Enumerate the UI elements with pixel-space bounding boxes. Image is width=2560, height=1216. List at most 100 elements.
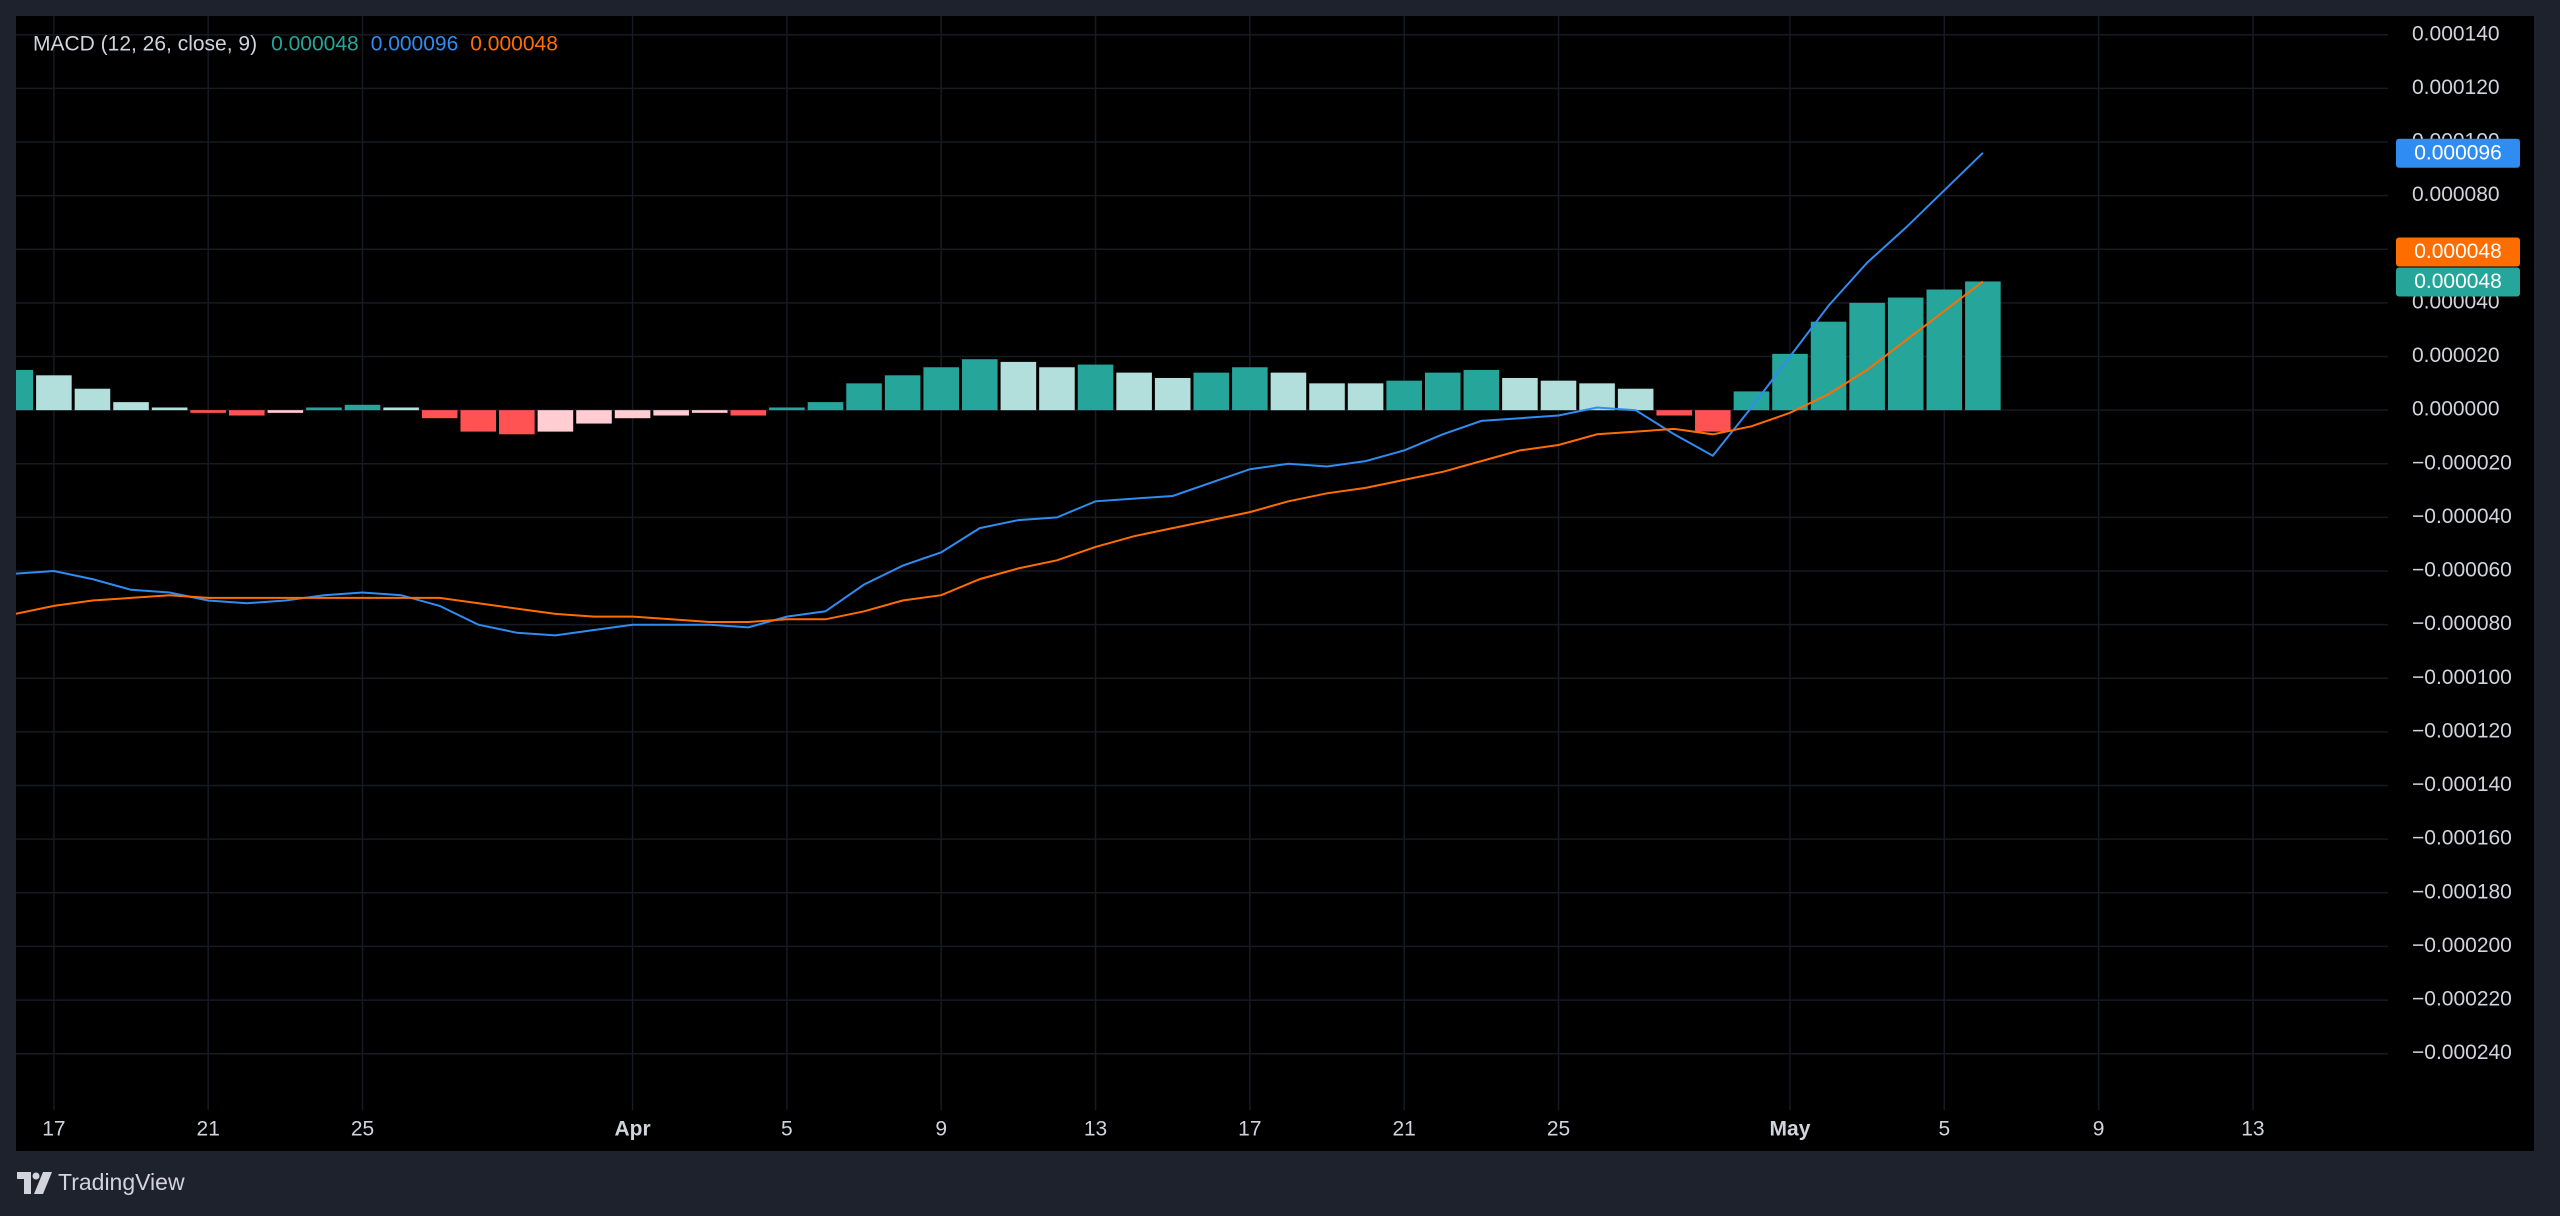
histogram-bar xyxy=(691,410,728,413)
price-tag xyxy=(2396,237,2520,267)
price-tag-label: 0.000048 xyxy=(2414,270,2502,293)
histogram-bar xyxy=(1926,289,1963,411)
x-tick-label: 21 xyxy=(197,1118,220,1141)
histogram-bar xyxy=(1077,364,1114,411)
y-tick-label: 0.000000 xyxy=(2412,398,2500,421)
x-tick-label: 25 xyxy=(1547,1118,1570,1141)
x-tick-label: 9 xyxy=(2093,1118,2105,1141)
histogram-bar xyxy=(614,410,651,419)
histogram-bar xyxy=(16,369,34,411)
histogram-bar xyxy=(499,410,535,435)
y-tick-label: 0.000080 xyxy=(2412,183,2500,206)
y-tick-label: −0.000160 xyxy=(2412,827,2512,850)
brand-name: TradingView xyxy=(58,1169,185,1195)
line-series xyxy=(16,280,1984,623)
histogram-bar xyxy=(1116,372,1152,411)
histogram-bar xyxy=(267,410,304,413)
histogram-bar xyxy=(1193,372,1230,411)
line-series xyxy=(16,152,1984,637)
x-tick-label: 21 xyxy=(1393,1118,1416,1141)
histogram-bar xyxy=(36,375,72,411)
histogram-bar xyxy=(1887,297,1924,411)
histogram-bar xyxy=(1810,321,1847,411)
price-tag-label: 0.000048 xyxy=(2414,240,2502,263)
histogram-bar xyxy=(1695,410,1731,432)
x-tick-label: 5 xyxy=(1938,1118,1950,1141)
legend: MACD (12, 26, close, 9) 0.000048 0.000096… xyxy=(33,33,558,56)
price-tag xyxy=(2396,267,2520,297)
histogram-bar xyxy=(74,388,111,411)
y-tick-label: −0.000100 xyxy=(2412,666,2512,689)
legend-value: 0.000096 xyxy=(371,33,459,56)
price-tags: 0.000096 0.000048 0.000048 xyxy=(2396,138,2520,297)
histogram-bar xyxy=(1039,367,1075,411)
histogram-bar xyxy=(1270,372,1307,411)
price-tag-label: 0.000096 xyxy=(2414,141,2502,164)
histogram-bar xyxy=(1617,388,1654,411)
histogram-bar xyxy=(807,402,844,411)
histogram-bar xyxy=(1656,410,1693,416)
histogram-bar xyxy=(1540,380,1577,411)
histogram-bar xyxy=(769,407,805,411)
histogram-bar xyxy=(460,410,497,432)
histogram-bar xyxy=(151,407,188,411)
y-tick-label: −0.000180 xyxy=(2412,880,2512,903)
histogram-bar xyxy=(421,410,458,419)
histogram-bar xyxy=(306,407,342,411)
histogram-bar xyxy=(1849,302,1885,411)
price-tag xyxy=(2396,138,2520,168)
histogram-bar xyxy=(730,410,767,416)
y-tick-label: −0.000080 xyxy=(2412,612,2512,635)
histogram-bar xyxy=(344,404,381,411)
x-tick-label: 5 xyxy=(781,1118,793,1141)
x-tick-label: 25 xyxy=(351,1118,374,1141)
y-tick-label: −0.000120 xyxy=(2412,719,2512,742)
x-tick-label: 9 xyxy=(935,1118,947,1141)
y-tick-label: −0.000040 xyxy=(2412,505,2512,528)
histogram-bar xyxy=(1424,372,1461,411)
x-tick-label: May xyxy=(1770,1118,1811,1141)
y-tick-label: 0.000020 xyxy=(2412,344,2500,367)
y-tick-label: −0.000200 xyxy=(2412,934,2512,957)
x-tick-label: 13 xyxy=(1084,1118,1107,1141)
grid xyxy=(16,16,2388,1110)
histogram-bar xyxy=(1386,380,1422,411)
x-tick-label: 13 xyxy=(2241,1118,2264,1141)
histogram-bar xyxy=(1154,377,1191,411)
histogram-bar xyxy=(1502,377,1538,411)
brand-logo xyxy=(17,1172,52,1194)
x-tick-label: 17 xyxy=(42,1118,65,1141)
histogram-bar xyxy=(1463,369,1500,411)
y-tick-label: −0.000220 xyxy=(2412,988,2512,1011)
histogram-bar xyxy=(537,410,574,432)
histogram-bar xyxy=(1579,383,1615,411)
legend-value: 0.000048 xyxy=(470,33,558,56)
chart-pane xyxy=(16,16,2534,1151)
histogram-bar xyxy=(383,407,419,411)
histogram-bar xyxy=(113,402,149,411)
legend-title: MACD (12, 26, close, 9) xyxy=(33,33,257,56)
x-tick-label: 17 xyxy=(1238,1118,1261,1141)
histogram-bar xyxy=(1000,361,1037,411)
histogram-bar xyxy=(1772,353,1808,411)
y-tick-label: −0.000240 xyxy=(2412,1041,2512,1064)
legend-value: 0.000048 xyxy=(271,33,359,56)
histogram-bar xyxy=(228,410,265,416)
x-tick-label: Apr xyxy=(614,1118,650,1141)
y-tick-label: 0.000140 xyxy=(2412,22,2500,45)
histogram-bar xyxy=(884,375,921,411)
plot-area xyxy=(16,152,2001,637)
histogram-bar xyxy=(1347,383,1384,411)
histogram-bar xyxy=(653,410,689,416)
histogram-bar xyxy=(576,410,612,424)
histogram-bar xyxy=(923,367,960,411)
y-tick-label: −0.000140 xyxy=(2412,773,2512,796)
histogram-bar xyxy=(1232,367,1268,411)
histogram-bar xyxy=(1309,383,1345,411)
y-tick-label: −0.000020 xyxy=(2412,451,2512,474)
histogram-bar xyxy=(190,410,226,413)
histogram-bar xyxy=(1965,281,2001,411)
y-tick-label: 0.000120 xyxy=(2412,76,2500,99)
